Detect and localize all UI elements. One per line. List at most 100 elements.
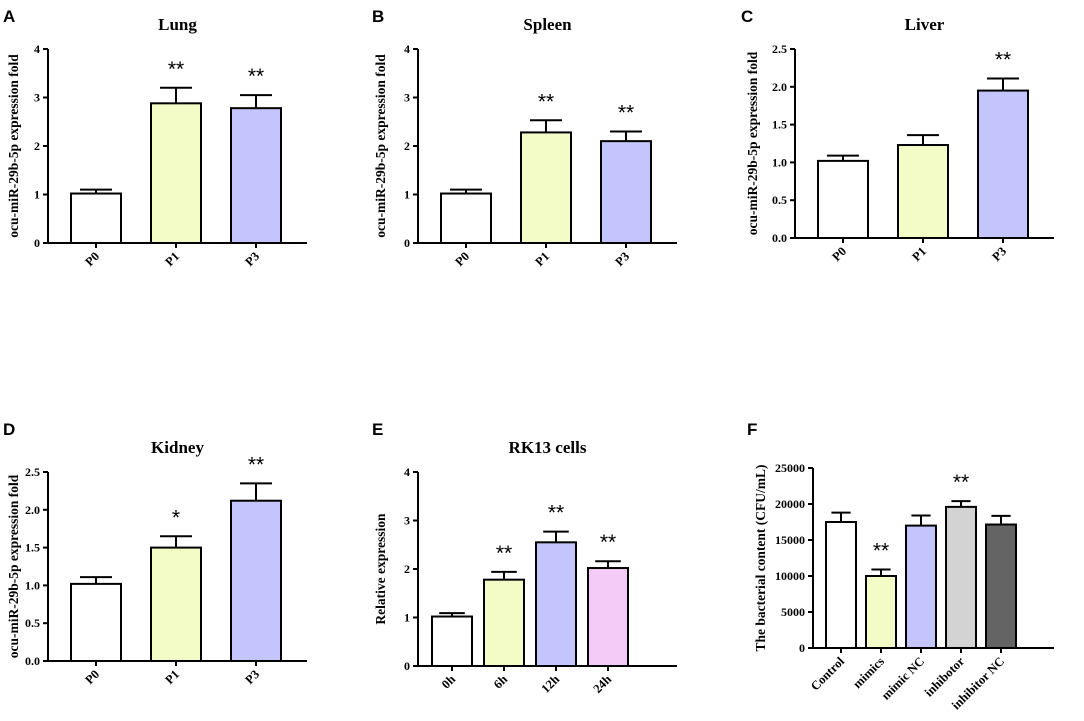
y-tick-label: 1.5 xyxy=(772,118,787,132)
panel-letter: C xyxy=(741,7,753,26)
y-tick-label: 2.5 xyxy=(772,42,787,56)
panel-c: C Liver ocu-miR-29b-5p expression fold 0.0 0… xyxy=(741,7,1054,264)
bar-p1 xyxy=(150,546,202,662)
x-tick-label: P3 xyxy=(242,667,262,687)
panel-letter: D xyxy=(3,420,15,439)
bar-p3 xyxy=(600,140,652,244)
bar-0h xyxy=(431,615,473,668)
bar-inhibotor xyxy=(945,505,977,649)
y-tick-label: 1 xyxy=(404,188,410,202)
panel-letter: A xyxy=(3,7,15,26)
bar-p1 xyxy=(897,144,949,239)
y-tick-label: 0.0 xyxy=(772,231,787,245)
bar-p3 xyxy=(230,107,282,244)
y-tick-label: 0 xyxy=(404,236,410,250)
panel-e: E RK13 cells Relative expression 0 1 2 3 4 0h ** 6… xyxy=(372,420,677,696)
x-tick-label: P1 xyxy=(909,244,929,264)
y-tick-label: 1.5 xyxy=(25,541,40,555)
y-tick-label: 4 xyxy=(34,42,40,56)
significance-marker: ** xyxy=(995,48,1011,71)
significance-marker: ** xyxy=(248,65,264,88)
y-tick-label: 0.0 xyxy=(25,654,40,668)
panel-a: A Lung ocu-miR-29b-5p expression fold 0 1 2 3 4… xyxy=(3,7,307,269)
bar-p0 xyxy=(70,582,122,662)
bar-mimic-nc xyxy=(905,524,937,649)
x-tick-label: P1 xyxy=(162,667,182,687)
y-tick-label: 5000 xyxy=(781,605,805,619)
y-tick-label: 2 xyxy=(34,139,40,153)
bar-p1 xyxy=(520,131,572,244)
bar-p0 xyxy=(440,192,492,244)
significance-marker: ** xyxy=(600,531,616,554)
y-tick-label: 0 xyxy=(404,659,410,673)
significance-marker: ** xyxy=(248,453,264,476)
bar-6h xyxy=(483,578,525,667)
x-tick-label: 12h xyxy=(538,672,562,696)
bar-p0 xyxy=(817,159,869,239)
bar-inhibitor-nc xyxy=(985,523,1017,650)
significance-marker: ** xyxy=(873,540,889,563)
y-axis-label: ocu-miR-29b-5p expression fold xyxy=(373,54,388,238)
y-tick-label: 1 xyxy=(404,611,410,625)
chart-title: Liver xyxy=(905,15,945,34)
y-tick-label: 2.5 xyxy=(25,465,40,479)
y-tick-label: 15000 xyxy=(775,533,805,547)
panel-letter: E xyxy=(372,420,383,439)
y-tick-label: 1.0 xyxy=(772,155,787,169)
panel-f: F The bacterial content (CFU/mL) 0 5000 1000… xyxy=(747,420,1054,712)
y-tick-label: 2 xyxy=(404,139,410,153)
x-tick-label: P1 xyxy=(532,249,552,269)
y-axis-label: ocu-miR-29b-5p expression fold xyxy=(6,54,21,238)
y-tick-label: 4 xyxy=(404,42,410,56)
y-tick-label: 1.0 xyxy=(25,578,40,592)
x-tick-label: P3 xyxy=(612,249,632,269)
x-tick-label: P0 xyxy=(829,244,849,264)
significance-marker: ** xyxy=(496,542,512,565)
panel-b: B Spleen ocu-miR-29b-5p expression fold 0 1 2… xyxy=(372,7,677,269)
x-tick-label: P1 xyxy=(162,249,182,269)
significance-marker: ** xyxy=(953,471,969,494)
x-tick-label: P0 xyxy=(452,249,472,269)
y-tick-label: 0.5 xyxy=(772,193,787,207)
panel-letter: F xyxy=(747,420,757,439)
y-tick-label: 2.0 xyxy=(25,503,40,517)
y-tick-label: 0 xyxy=(799,641,805,655)
y-tick-label: 2 xyxy=(404,562,410,576)
y-tick-label: 3 xyxy=(34,91,40,105)
y-axis-label: ocu-miR-29b-5p expression fold xyxy=(745,51,760,235)
chart-title: RK13 cells xyxy=(509,438,587,457)
y-tick-label: 0 xyxy=(34,236,40,250)
y-tick-label: 1 xyxy=(34,188,40,202)
bar-p1 xyxy=(150,102,202,244)
y-tick-label: 20000 xyxy=(775,497,805,511)
x-tick-label: mimics xyxy=(850,654,887,691)
y-tick-label: 25000 xyxy=(775,461,805,475)
y-tick-label: 0.5 xyxy=(25,616,40,630)
y-axis-label: ocu-miR-29b-5p expression fold xyxy=(6,474,21,658)
panel-letter: B xyxy=(372,7,384,26)
y-axis-label: Relative expression xyxy=(373,513,388,625)
x-tick-label: P0 xyxy=(82,249,102,269)
bar-24h xyxy=(587,567,629,668)
chart-title: Lung xyxy=(158,15,197,34)
x-tick-label: mimic NC xyxy=(879,654,927,702)
bar-control xyxy=(825,521,857,649)
chart-title: Kidney xyxy=(151,438,204,457)
bar-p0 xyxy=(70,192,122,244)
bar-p3 xyxy=(977,89,1029,239)
x-tick-label: 24h xyxy=(590,672,614,696)
x-tick-label: 0h xyxy=(439,672,458,691)
bar-p3 xyxy=(230,499,282,662)
y-axis-label: The bacterial content (CFU/mL) xyxy=(753,464,768,651)
x-tick-label: 6h xyxy=(491,672,510,691)
bar-12h xyxy=(535,541,577,668)
bar-mimics xyxy=(865,575,897,649)
panel-d: D Kidney ocu-miR-29b-5p expression fold 0.0… xyxy=(3,420,307,687)
x-tick-label: P3 xyxy=(242,249,262,269)
significance-marker: ** xyxy=(618,101,634,124)
significance-marker: * xyxy=(172,506,180,529)
y-tick-label: 3 xyxy=(404,91,410,105)
x-tick-label: P0 xyxy=(82,667,102,687)
y-tick-label: 3 xyxy=(404,514,410,528)
